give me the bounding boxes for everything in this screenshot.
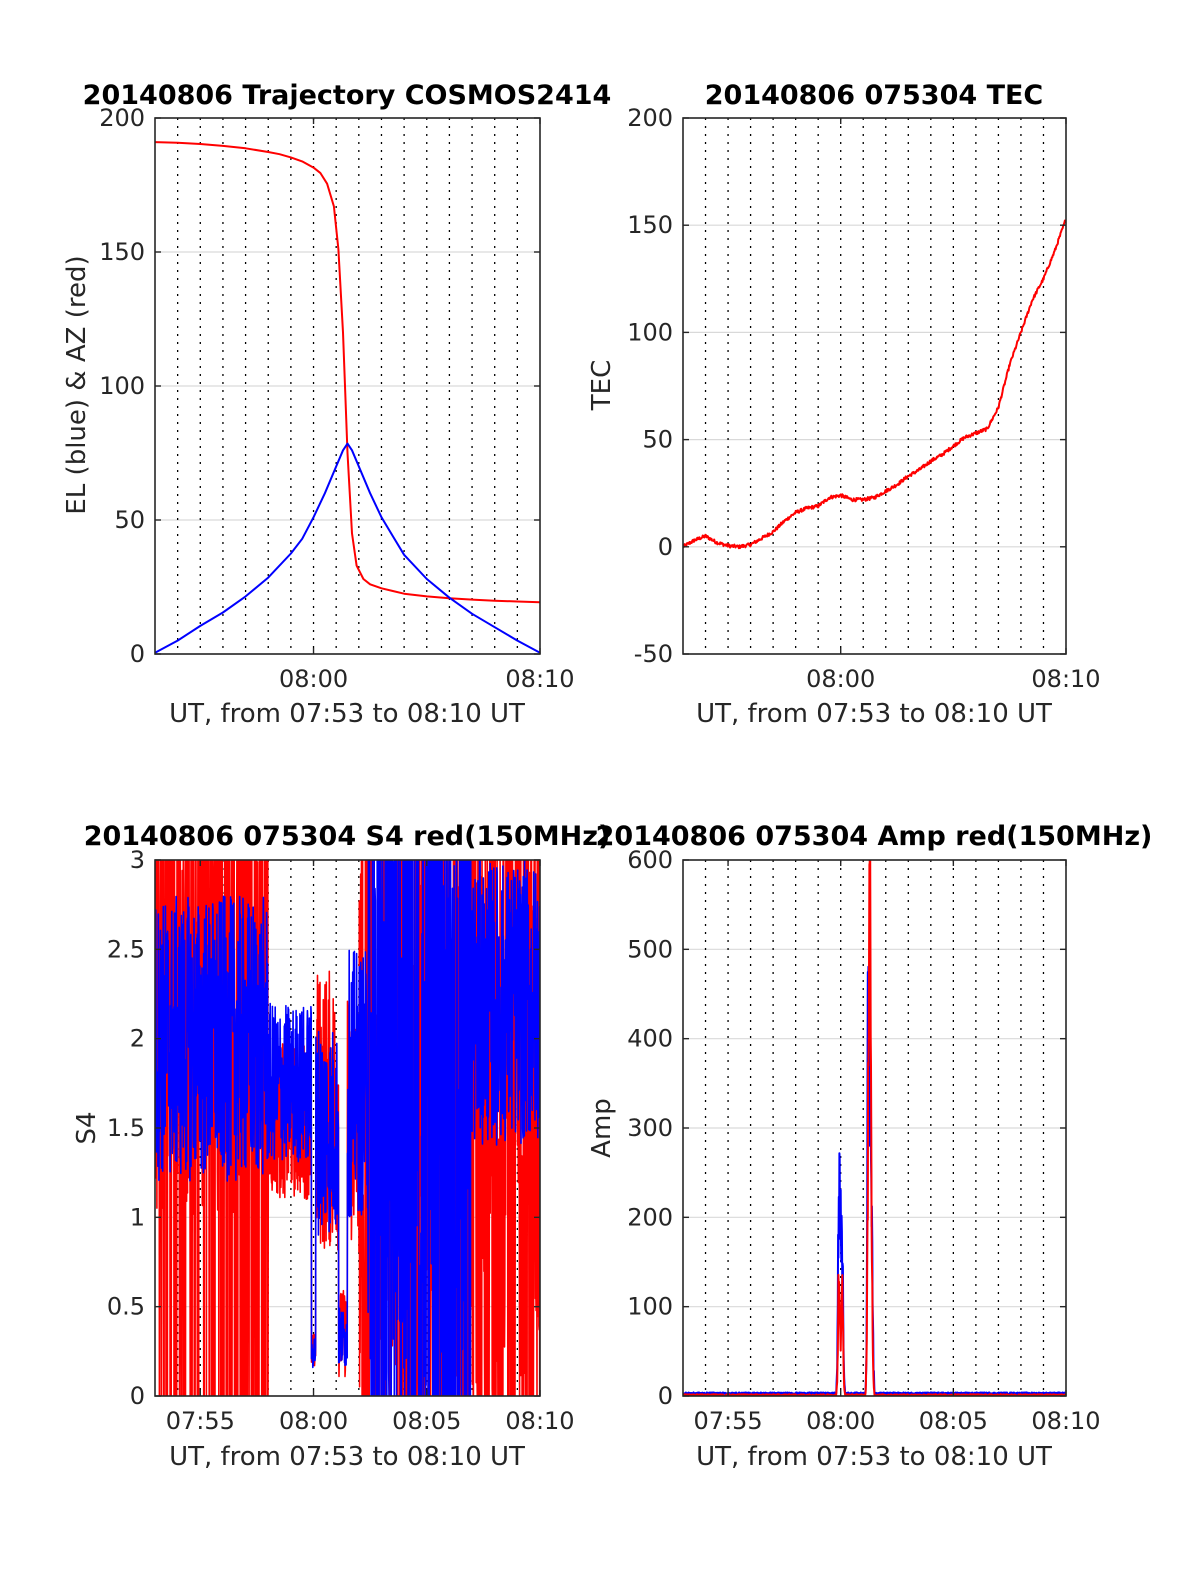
chart-title: 20140806 075304 Amp red(150MHz) <box>596 821 1153 852</box>
series-line-blue <box>155 860 540 1396</box>
x-axis-label: UT, from 07:53 to 08:10 UT <box>169 699 525 729</box>
y-tick-label: 300 <box>627 1114 673 1142</box>
x-tick-label: 08:00 <box>279 1407 348 1435</box>
x-tick-label: 08:10 <box>1031 665 1100 693</box>
plot-area: 0 100 200 300 400 500 600 07:55 08:00 08:05 08:10 <box>627 846 1100 1435</box>
plot-area: 0 0.5 1 1.5 2 2.5 3 07:55 08:00 08:05 08:10 <box>107 846 575 1435</box>
y-tick-label: 150 <box>627 211 673 239</box>
y-tick-label: 0 <box>658 533 673 561</box>
x-tick-label: 08:05 <box>919 1407 988 1435</box>
y-tick-label: 50 <box>114 506 145 534</box>
y-tick-label: 600 <box>627 846 673 874</box>
y-tick-label: 1 <box>130 1203 145 1231</box>
y-axis-label: TEC <box>587 360 617 411</box>
plot-area: -50 0 50 100 150 200 08:00 08:10 <box>627 104 1100 693</box>
series-line-red <box>683 219 1066 550</box>
axes-box <box>682 117 1067 655</box>
x-tick-label: 08:10 <box>505 1407 574 1435</box>
x-tick-label: 07:55 <box>693 1407 762 1435</box>
chart-title: 20140806 075304 S4 red(150MHz) <box>84 821 611 852</box>
y-tick-label: 1.5 <box>107 1114 145 1142</box>
panel-trajectory: 0 50 100 150 200 08:00 08:10 20140806 Trajecto… <box>62 80 611 729</box>
series-group <box>683 219 1066 550</box>
x-tick-label: 08:00 <box>806 665 875 693</box>
y-tick-label: 200 <box>99 104 145 132</box>
x-tick-label: 08:00 <box>279 665 348 693</box>
x-axis-label: UT, from 07:53 to 08:10 UT <box>169 1442 525 1472</box>
y-tick-label: 0 <box>130 640 145 668</box>
x-tick-label: 08:10 <box>505 665 574 693</box>
y-tick-label: 200 <box>627 1203 673 1231</box>
y-tick-label: 2 <box>130 1025 145 1053</box>
y-tick-label: 100 <box>627 318 673 346</box>
y-axis-label: S4 <box>72 1111 102 1144</box>
chart-title: 20140806 Trajectory COSMOS2414 <box>83 80 612 111</box>
series-line-red <box>155 141 540 604</box>
series-group <box>155 860 540 1396</box>
x-tick-label: 08:10 <box>1031 1407 1100 1435</box>
chart-title: 20140806 075304 TEC <box>705 80 1044 111</box>
y-tick-label: -50 <box>634 640 673 668</box>
y-tick-label: 400 <box>627 1025 673 1053</box>
x-tick-label: 08:05 <box>392 1407 461 1435</box>
y-axis-label: Amp <box>587 1098 617 1158</box>
y-tick-label: 3 <box>130 846 145 874</box>
y-tick-label: 50 <box>642 426 673 454</box>
panel-tec: -50 0 50 100 150 200 08:00 08:10 20140806 07530… <box>587 80 1101 729</box>
plot-area: 0 50 100 150 200 08:00 08:10 <box>99 104 574 693</box>
y-tick-label: 100 <box>99 372 145 400</box>
x-axis-label: UT, from 07:53 to 08:10 UT <box>696 1442 1052 1472</box>
y-tick-label: 100 <box>627 1293 673 1321</box>
y-tick-label: 2.5 <box>107 935 145 963</box>
x-tick-label: 08:00 <box>806 1407 875 1435</box>
x-axis-label: UT, from 07:53 to 08:10 UT <box>696 699 1052 729</box>
series-group <box>155 141 540 654</box>
y-axis-label: EL (blue) & AZ (red) <box>62 255 92 514</box>
panel-s4: 0 0.5 1 1.5 2 2.5 3 07:55 08:00 08:05 08:10 201408… <box>72 821 610 1472</box>
y-tick-label: 0.5 <box>107 1293 145 1321</box>
y-tick-label: 0 <box>130 1382 145 1410</box>
y-tick-label: 500 <box>627 935 673 963</box>
x-tick-label: 07:55 <box>166 1407 235 1435</box>
y-tick-label: 0 <box>658 1382 673 1410</box>
y-tick-label: 150 <box>99 238 145 266</box>
series-line-blue <box>155 442 540 654</box>
y-tick-label: 200 <box>627 104 673 132</box>
